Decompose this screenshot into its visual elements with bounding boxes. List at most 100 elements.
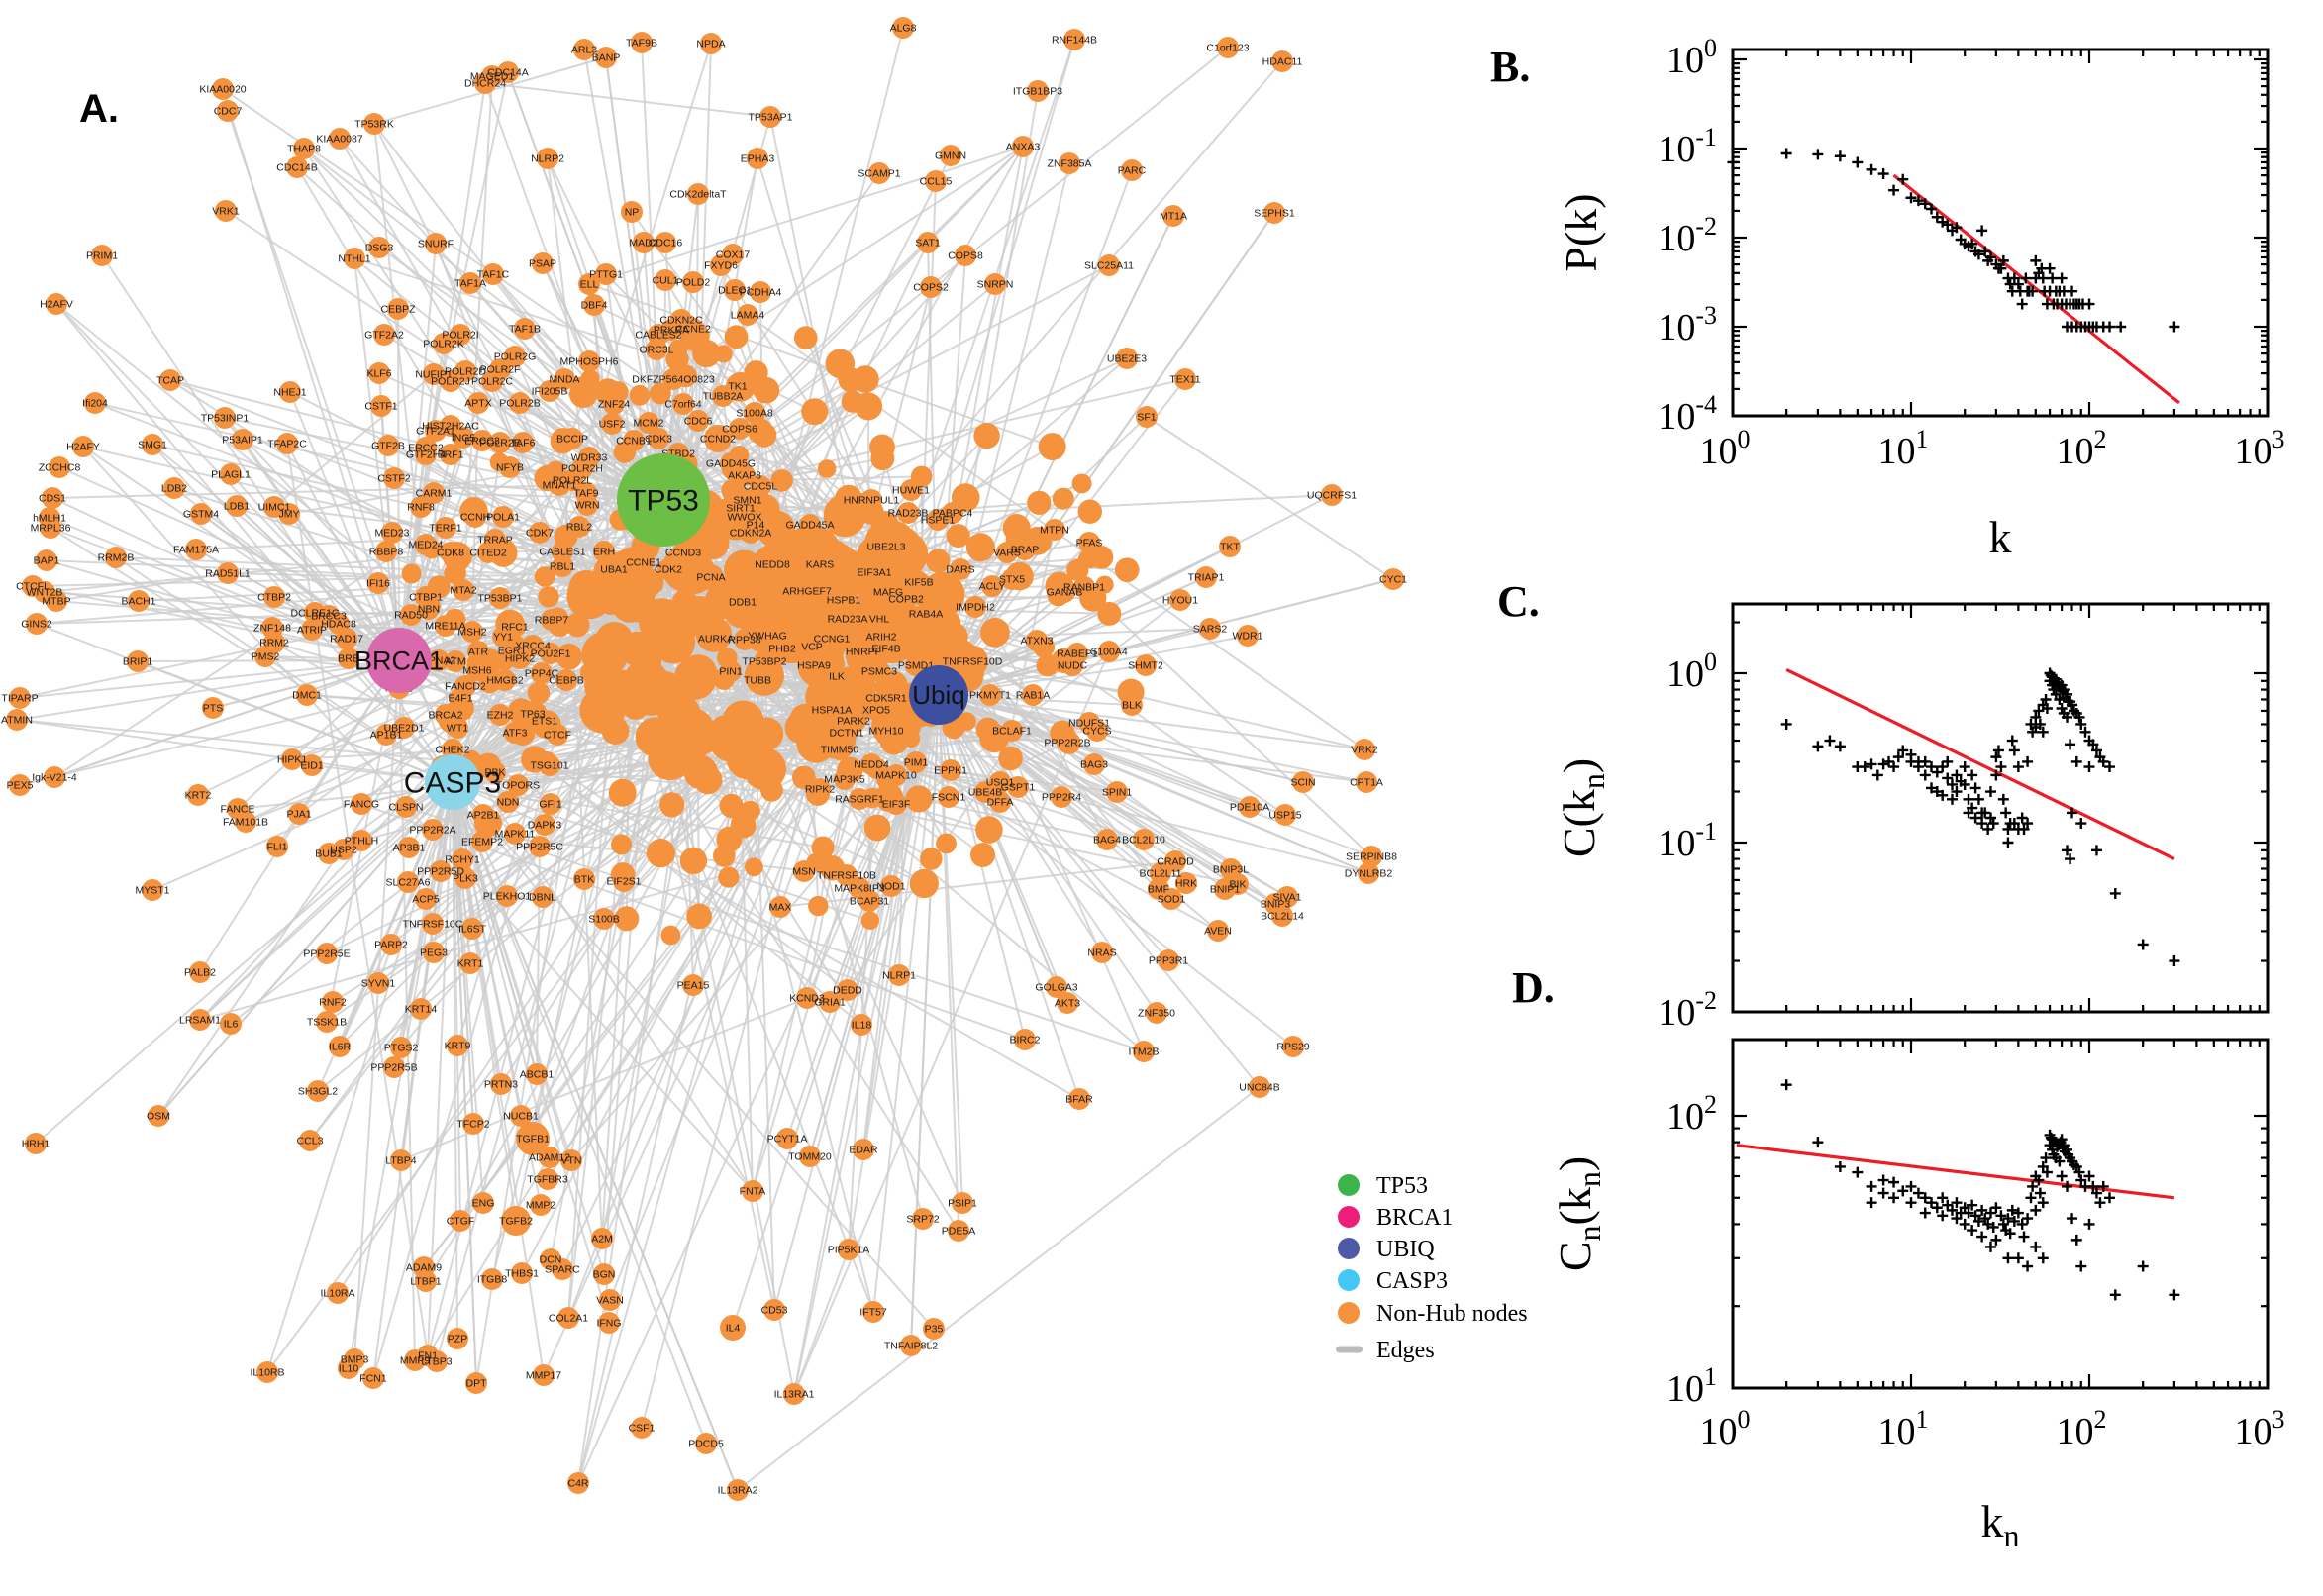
network-node-label: TAF1B: [509, 324, 541, 336]
network-node: [368, 237, 390, 258]
network-node-label: IFNG: [596, 1318, 621, 1330]
network-node: [489, 587, 511, 609]
network-node-label: HRK: [1175, 878, 1197, 890]
network-node-label: A2M: [591, 1234, 613, 1246]
network-node: [801, 398, 829, 426]
network-node: [504, 616, 526, 638]
network-node-label: SOD1: [1158, 894, 1186, 906]
network-node: [227, 798, 249, 820]
network-node: [863, 814, 891, 842]
network-node: [316, 943, 338, 964]
network-node: [1161, 888, 1182, 910]
network-node-label: FCN1: [359, 1373, 387, 1385]
network-node: [422, 913, 444, 935]
network-node-label: PZP: [448, 1334, 467, 1346]
network-edge: [860, 694, 940, 1026]
network-node-label: ITM2B: [1129, 1047, 1160, 1058]
network-node: [829, 739, 851, 760]
network-node-label: MT1A: [1160, 211, 1187, 223]
network-node-label: IL6R: [329, 1042, 352, 1053]
network-node-label: MSN: [792, 866, 815, 878]
network-node-label: EZH2: [487, 710, 514, 722]
network-node-label: TP53BP2: [743, 656, 787, 668]
network-node-label: CCND3: [665, 548, 701, 559]
network-edge: [237, 659, 400, 810]
network-node-label: IL6: [224, 1019, 239, 1031]
network-edge: [32, 585, 400, 661]
network-node: [809, 778, 831, 800]
network-node-label: BRCA2: [428, 710, 462, 722]
network-node: [514, 318, 536, 340]
network-node: [1073, 576, 1095, 598]
network-node: [897, 502, 919, 524]
network-node: [796, 580, 818, 602]
network-node: [296, 684, 318, 706]
network-node: [704, 425, 732, 452]
network-node: [430, 860, 452, 882]
network-node: [423, 482, 445, 504]
network-node-label: E4F1: [448, 693, 472, 705]
network-node-label: TIPARP: [1, 693, 38, 705]
network-node-label: MAPK10: [875, 770, 917, 782]
network-node-label: ATXN3: [1020, 636, 1053, 648]
network-node-label: ATR: [468, 647, 489, 658]
network-node-label: EPHA3: [741, 153, 775, 165]
network-node-label: GRIA1: [814, 997, 846, 1009]
network-node-label: ANXA3: [1006, 142, 1041, 153]
network-node: [1162, 205, 1184, 227]
network-node-label: DARS: [946, 564, 974, 576]
network-node-label: CDKN2C: [659, 315, 703, 327]
network-node: [301, 619, 323, 641]
network-node-label: GFI1: [539, 799, 561, 811]
network-node-label: MTBP: [42, 596, 70, 608]
legend-label: BRCA1: [1376, 1205, 1453, 1231]
network-node-label: COL2A1: [549, 1313, 588, 1325]
network-node: [641, 651, 662, 673]
network-node: [471, 430, 493, 451]
network-node-label: GANAB: [1047, 587, 1083, 599]
network-node-label: PTGS2: [384, 1043, 419, 1054]
network-node-label: HNRPF: [846, 647, 881, 658]
network-node: [629, 384, 651, 406]
network-node: [187, 784, 209, 806]
network-node: [450, 324, 471, 346]
network-node-label: NLRP1: [882, 970, 916, 982]
network-node: [646, 839, 676, 868]
network-node-label: NP: [625, 207, 640, 219]
y-axis-title: P(k): [1556, 193, 1606, 271]
panel-d-label: D.: [1512, 963, 1555, 1012]
network-node: [1174, 368, 1196, 390]
network-node: [540, 793, 561, 815]
network-node-label: TFCP2: [456, 1119, 489, 1131]
network-node: [875, 536, 897, 557]
network-node-label: TP53BP1: [478, 593, 523, 605]
network-node-label: TRIAP1: [1188, 572, 1225, 584]
network-node-label: UBE2E3: [1107, 353, 1147, 365]
network-node-label: RAD23A: [828, 614, 868, 626]
network-edge: [55, 303, 431, 607]
network-node-label: CDK3: [645, 434, 672, 446]
network-node-label: H2AFY: [66, 442, 100, 453]
network-node: [499, 456, 521, 478]
network-node: [84, 392, 106, 414]
network-node: [833, 589, 855, 611]
network-node-label: RAD51L1: [205, 568, 251, 580]
network-edge: [588, 146, 1024, 285]
network-edge: [588, 283, 1054, 449]
network-node-label: MYST1: [135, 885, 169, 897]
network-node-label: CDK7: [526, 528, 554, 540]
network-node-label: HDAC11: [1262, 56, 1303, 68]
network-node-label: NFYB: [496, 462, 524, 474]
network-node-label: PEA15: [677, 980, 710, 992]
network-node: [1052, 487, 1074, 510]
network-node: [770, 469, 793, 492]
network-node: [510, 1105, 532, 1127]
network-node: [1219, 536, 1241, 557]
network-node: [909, 868, 939, 899]
network-node: [1007, 776, 1029, 798]
network-node: [1083, 753, 1105, 775]
network-node: [877, 581, 899, 603]
network-node: [105, 547, 127, 568]
network-node-label: PRTN3: [484, 1079, 518, 1091]
x-axis-title: k: [1989, 512, 2012, 562]
